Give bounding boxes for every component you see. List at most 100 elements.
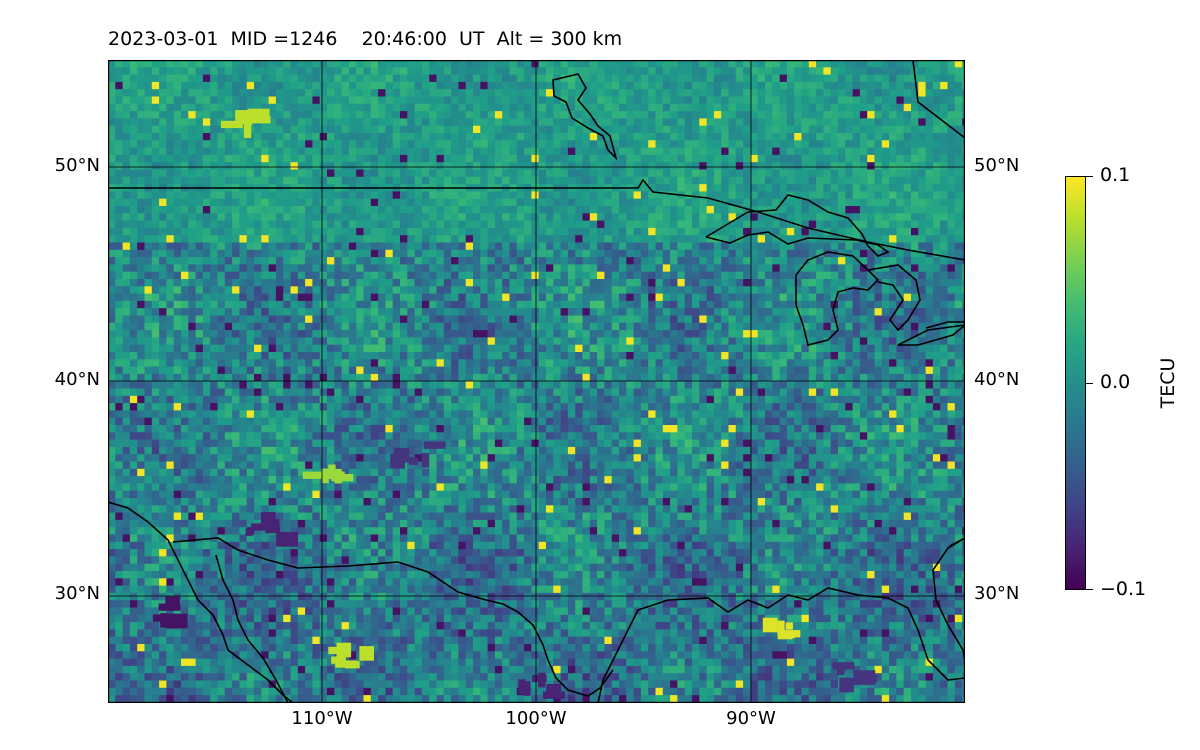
tec-cell	[684, 169, 693, 178]
tec-cell	[553, 271, 561, 280]
tec-cell	[524, 257, 532, 265]
tec-cell	[524, 140, 532, 148]
tec-cell	[151, 162, 160, 170]
tec-cell	[246, 154, 255, 163]
tec-cell	[852, 264, 861, 273]
tec-cell	[181, 103, 189, 112]
tec-cell	[348, 96, 357, 105]
tec-cell	[838, 213, 846, 221]
tec-cell	[845, 191, 853, 200]
tec-cell	[341, 235, 350, 243]
tec-cell	[173, 147, 182, 156]
tec-cell	[348, 191, 357, 200]
tec-cell	[275, 366, 284, 375]
tec-cell	[932, 271, 941, 280]
tec-cell	[195, 286, 204, 294]
tec-cell	[589, 154, 598, 163]
tec-cell	[429, 147, 437, 156]
tec-cell	[166, 315, 175, 324]
tec-cell	[181, 169, 189, 178]
tec-cell	[436, 293, 445, 302]
tec-cell	[494, 60, 503, 68]
tec-cell	[808, 111, 817, 119]
tec-cell	[560, 60, 569, 68]
tec-cell	[932, 81, 941, 90]
tec-cell	[735, 81, 744, 90]
tec-cell	[881, 89, 890, 97]
tec-cell	[859, 125, 868, 134]
tec-cell	[173, 206, 182, 214]
tec-cell	[129, 344, 138, 353]
tec-cell	[516, 103, 525, 112]
tec-cell	[275, 81, 284, 90]
tec-cell	[655, 344, 664, 353]
tec-cell	[516, 169, 525, 178]
tec-cell	[473, 315, 481, 324]
tec-cell	[940, 191, 948, 200]
tec-cell	[144, 330, 153, 338]
tec-cell	[312, 206, 321, 214]
tec-cell	[239, 337, 248, 346]
tec-cell	[239, 264, 248, 273]
tec-cell	[779, 359, 788, 367]
tec-cell	[925, 169, 934, 178]
tec-cell	[575, 279, 583, 287]
tec-cell	[779, 293, 788, 302]
tec-cell	[115, 366, 123, 375]
tec-cell	[735, 279, 744, 287]
tec-cell	[129, 352, 138, 360]
tec-cell	[173, 257, 182, 265]
tec-cell	[115, 191, 123, 200]
tec-cell	[341, 74, 350, 83]
tec-cell	[816, 162, 824, 170]
tec-cell	[816, 279, 824, 287]
tec-cell	[655, 191, 664, 200]
tec-cell	[640, 162, 649, 170]
tec-cell	[509, 227, 518, 236]
tec-cell	[305, 286, 313, 294]
tec-cell	[947, 162, 956, 170]
tec-cell	[385, 60, 394, 68]
tec-cell	[546, 220, 554, 229]
tec-cell	[370, 337, 379, 346]
tec-cell	[436, 111, 445, 119]
tec-cell	[509, 169, 518, 178]
tec-cell	[940, 359, 948, 367]
tec-cell	[918, 235, 926, 243]
tec-cell	[874, 286, 883, 294]
tec-cell	[772, 257, 780, 265]
tec-cell	[400, 322, 408, 331]
tec-cell	[589, 133, 598, 141]
tec-cell	[881, 257, 890, 265]
tec-cell	[108, 89, 116, 97]
tec-cell	[363, 249, 372, 258]
tec-cell	[254, 242, 262, 251]
tec-cell	[852, 337, 861, 346]
tec-cell	[750, 308, 759, 316]
tec-cell	[677, 264, 686, 273]
tec-cell	[480, 249, 488, 258]
tec-cell	[684, 300, 693, 309]
tec-cell	[918, 227, 926, 236]
tec-cell	[794, 315, 802, 324]
tec-cell	[779, 184, 788, 192]
tec-cell	[699, 286, 707, 294]
tec-cell	[874, 60, 883, 68]
tec-cell	[589, 103, 598, 112]
tec-cell	[867, 286, 875, 294]
tec-cell	[816, 74, 824, 83]
tec-cell	[750, 249, 759, 258]
tec-cell	[808, 300, 817, 309]
tec-cell	[473, 133, 481, 141]
tec-cell	[202, 264, 211, 273]
tec-cell	[852, 257, 861, 265]
tec-cell	[604, 315, 613, 324]
tec-cell	[823, 140, 832, 148]
tec-cell	[436, 147, 445, 156]
tec-cell	[575, 89, 583, 97]
tec-cell	[670, 271, 678, 280]
tec-cell	[254, 293, 262, 302]
tec-cell	[531, 206, 540, 214]
tec-cell	[823, 359, 832, 367]
tec-cell	[713, 96, 722, 105]
